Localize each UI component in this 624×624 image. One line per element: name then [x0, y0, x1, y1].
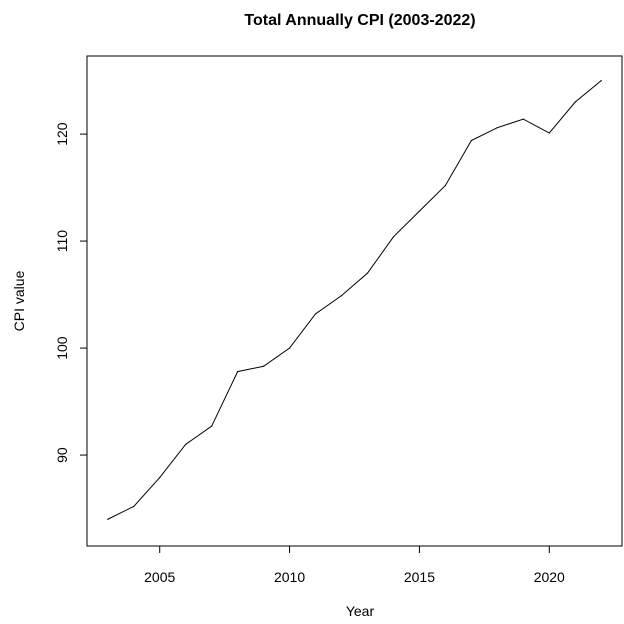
- data-point-2016: [444, 184, 446, 187]
- data-point-2022: [600, 80, 602, 82]
- data-point-2015: [418, 210, 421, 212]
- data-point-2018: [496, 127, 498, 129]
- y-axis-label: CPI value: [11, 270, 27, 331]
- data-point-2021: [574, 101, 576, 103]
- data-point-2017: [470, 139, 472, 142]
- data-point-2019: [522, 118, 524, 120]
- data-point-2010: [288, 347, 291, 349]
- data-point-2013: [366, 272, 369, 274]
- data-point-2020: [548, 132, 550, 134]
- x-tick-label: 2005: [144, 569, 175, 585]
- y-tick-label: 120: [54, 122, 70, 146]
- y-tick-label: 90: [54, 447, 70, 463]
- data-point-2003: [107, 518, 109, 520]
- data-point-2006: [185, 443, 187, 445]
- y-axis: 90 100 110 120: [54, 122, 87, 463]
- data-point-2005: [159, 476, 161, 479]
- data-point-2004: [133, 505, 135, 508]
- x-axis: 2005 2010 2015 2020: [144, 546, 565, 585]
- cpi-series-line: [107, 80, 602, 520]
- x-tick-label: 2015: [404, 569, 435, 585]
- data-points: [107, 80, 602, 520]
- plot-frame: [86, 55, 623, 547]
- data-point-2012: [340, 295, 343, 297]
- y-tick-label: 100: [54, 336, 70, 360]
- data-point-2011: [314, 313, 317, 315]
- x-tick-label: 2020: [534, 569, 565, 585]
- data-point-2009: [263, 365, 265, 367]
- x-axis-label: Year: [346, 603, 375, 619]
- chart-title: Total Annually CPI (2003-2022): [244, 12, 475, 29]
- data-point-2007: [211, 425, 213, 427]
- y-tick-label: 110: [54, 230, 70, 253]
- x-tick-label: 2010: [274, 569, 305, 585]
- data-point-2014: [392, 236, 395, 238]
- data-point-2008: [237, 371, 239, 373]
